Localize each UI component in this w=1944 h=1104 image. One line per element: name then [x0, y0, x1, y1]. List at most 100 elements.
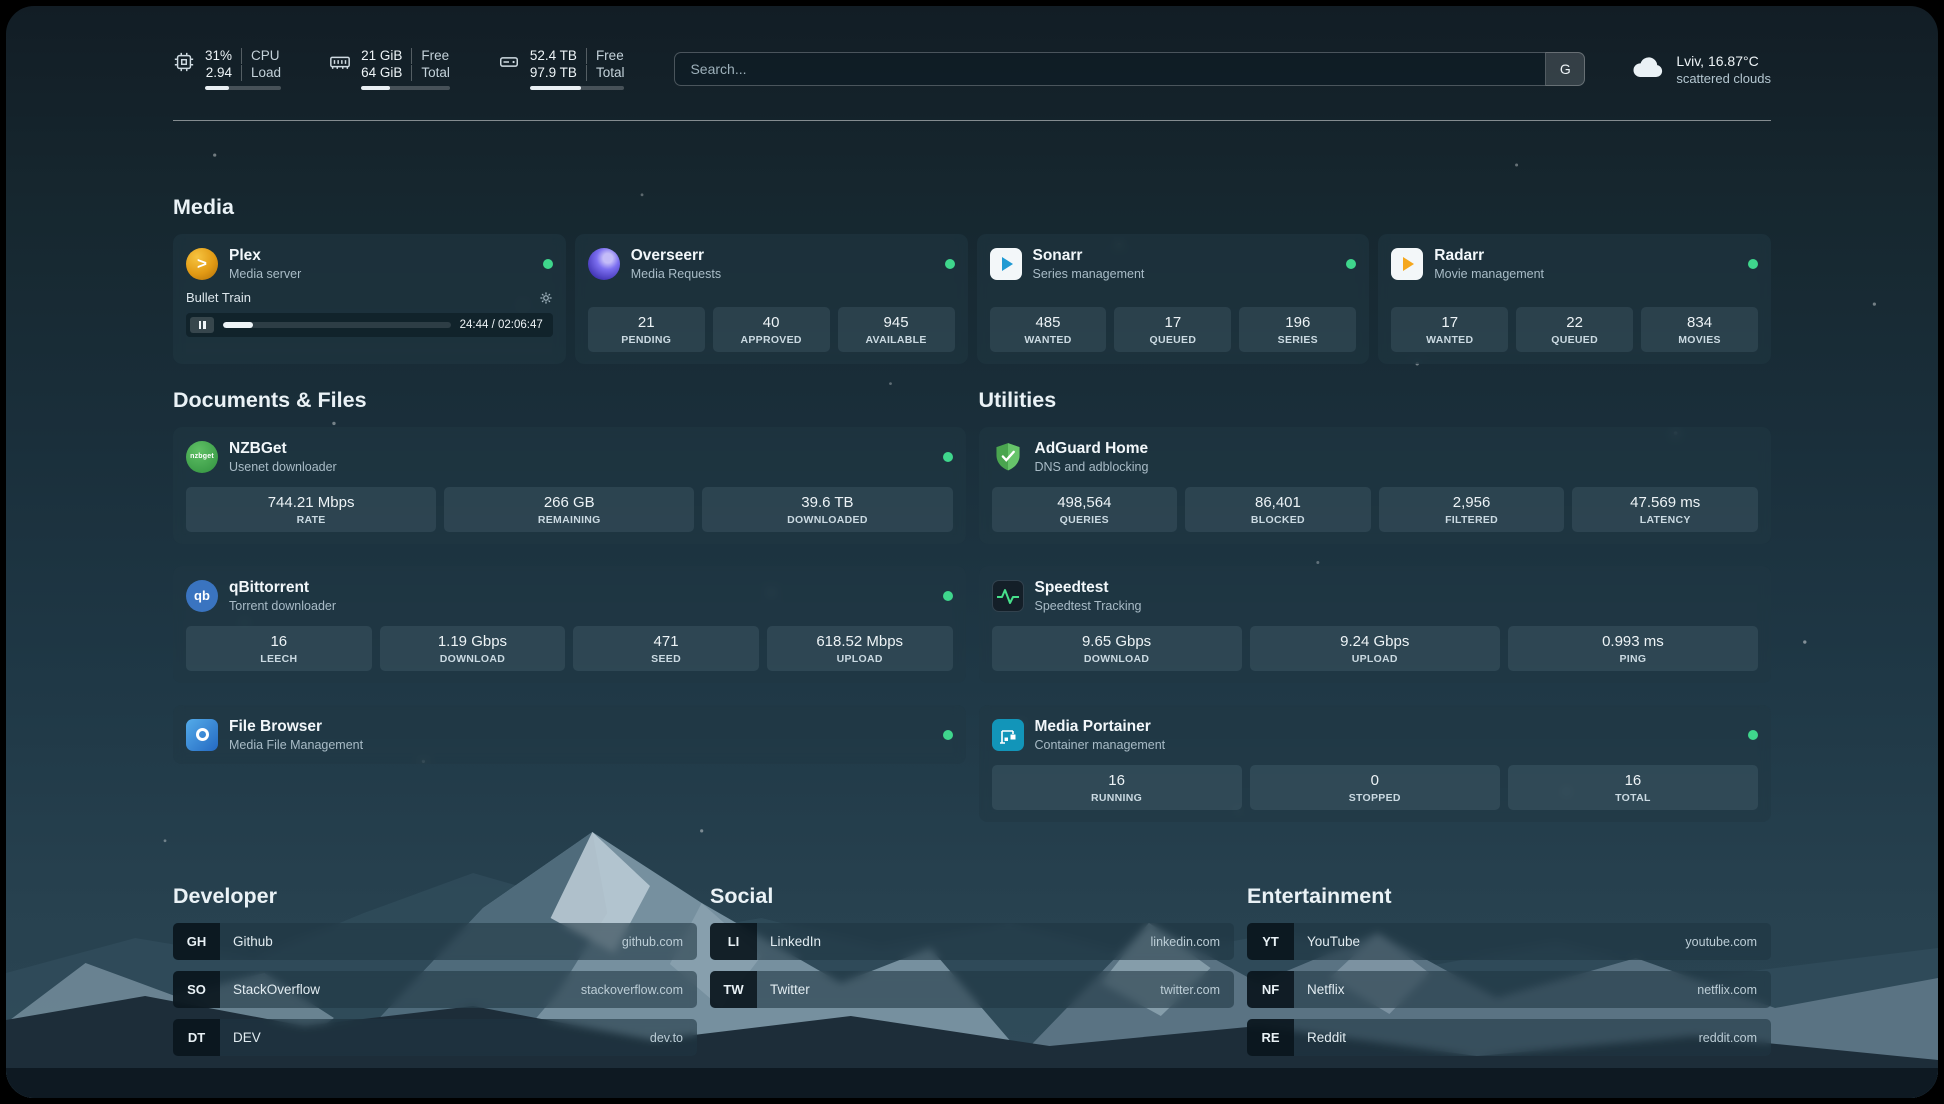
- memory-total-label: Total: [411, 65, 450, 81]
- radarr-icon: [1391, 247, 1424, 280]
- qbittorrent-icon: qb: [186, 579, 218, 612]
- dashboard-screen: 31% CPU 2.94 Load: [6, 6, 1938, 1098]
- overseerr-icon: [587, 247, 620, 280]
- service-name: qBittorrent: [229, 579, 310, 596]
- netflix-icon: NF: [1247, 971, 1294, 1008]
- card-overseerr[interactable]: Overseerr Media Requests 21 PENDING 40 APP…: [574, 234, 968, 364]
- plex-progress-bar[interactable]: [223, 322, 451, 328]
- card-nzbget[interactable]: nzbget NZBGet Usenet downloader 744.21 M…: [173, 427, 966, 544]
- service-name: File Browser: [229, 718, 323, 735]
- stat-movies: 834 MOVIES: [1641, 307, 1759, 352]
- card-portainer[interactable]: Media Portainer Container management 16 R…: [978, 705, 1771, 822]
- card-sonarr[interactable]: Sonarr Series management 485 WANTED 17 QUE…: [976, 234, 1370, 364]
- status-dot: [944, 258, 955, 269]
- service-subtitle: Movie management: [1434, 267, 1545, 281]
- bookmark-stackoverflow[interactable]: SO StackOverflow stackoverflow.com: [173, 971, 697, 1008]
- bookmark-twitter[interactable]: TW Twitter twitter.com: [710, 971, 1234, 1008]
- column-documents: Documents & Files nzbget NZBGet Usenet d…: [173, 388, 966, 822]
- stat-latency: 47.569 ms LATENCY: [1572, 487, 1758, 532]
- bookmark-title-entertainment: Entertainment: [1247, 884, 1392, 908]
- search-engine-button[interactable]: G: [1545, 52, 1586, 86]
- card-qbittorrent[interactable]: qb qBittorrent Torrent downloader 16 LEEC…: [173, 566, 966, 683]
- stat-filtered: 2,956 FILTERED: [1378, 487, 1565, 532]
- cpu-load: 2.94: [205, 65, 233, 80]
- service-subtitle: Torrent downloader: [229, 599, 337, 613]
- memory-total: 64 GiB: [361, 65, 403, 80]
- card-radarr[interactable]: Radarr Movie management 17 WANTED 22 QUEUE…: [1378, 234, 1771, 364]
- bookmark-github[interactable]: GH Github github.com: [173, 923, 697, 960]
- pause-button[interactable]: [190, 317, 214, 333]
- bookmark-group-developer: Developer GH Github github.com SO StackO…: [173, 884, 697, 1056]
- service-subtitle: Media File Management: [229, 738, 364, 752]
- header-divider: [173, 120, 1771, 121]
- stat-blocked: 86,401 BLOCKED: [1185, 487, 1371, 532]
- stat-approved: 40 APPROVED: [712, 307, 830, 352]
- bookmark-title-social: Social: [710, 884, 774, 908]
- plex-playback-time: 24:44 / 02:06:47: [459, 319, 543, 331]
- status-dot: [942, 590, 953, 601]
- card-plex[interactable]: > Plex Media server Bullet Train: [173, 234, 566, 364]
- stat-ping: 0.993 ms PING: [1507, 626, 1759, 671]
- stat-queries: 498,564 QUERIES: [991, 487, 1178, 532]
- stat-remaining: 266 GB REMAINING: [444, 487, 695, 532]
- gear-icon[interactable]: [539, 291, 553, 305]
- disk-usage-bar: [529, 86, 625, 90]
- stat-download: 9.65 Gbps DOWNLOAD: [991, 626, 1242, 671]
- github-icon: GH: [173, 923, 220, 960]
- service-name: Overseerr: [630, 247, 705, 264]
- service-subtitle: DNS and adblocking: [1034, 460, 1149, 474]
- stat-upload: 618.52 Mbps UPLOAD: [766, 626, 953, 671]
- disk-widget: 52.4 TB Free 97.9 TB Total: [498, 48, 625, 90]
- card-filebrowser[interactable]: File Browser Media File Management: [173, 705, 966, 764]
- cpu-load-label: Load: [241, 65, 281, 81]
- stat-queued: 22 QUEUED: [1516, 307, 1634, 352]
- service-name: Media Portainer: [1034, 718, 1151, 735]
- bookmark-linkedin[interactable]: LI LinkedIn linkedin.com: [710, 923, 1234, 960]
- cpu-percent: 31%: [205, 48, 233, 63]
- service-name: Plex: [229, 247, 261, 264]
- status-dot: [1346, 258, 1357, 269]
- media-grid: > Plex Media server Bullet Train: [173, 234, 1771, 364]
- stat-leech: 16 LEECH: [186, 626, 372, 671]
- bookmark-dev[interactable]: DT DEV dev.to: [173, 1019, 697, 1056]
- bookmark-group-social: Social LI LinkedIn linkedin.com TW Twitt…: [710, 884, 1234, 1056]
- plex-player-strip: 24:44 / 02:06:47: [186, 313, 553, 337]
- memory-icon: [329, 51, 351, 78]
- bookmark-group-entertainment: Entertainment YT YouTube youtube.com NF …: [1247, 884, 1771, 1056]
- status-dot: [942, 729, 953, 740]
- service-name: AdGuard Home: [1034, 440, 1149, 457]
- filebrowser-icon: [186, 718, 218, 751]
- bookmark-reddit[interactable]: RE Reddit reddit.com: [1247, 1019, 1771, 1056]
- service-subtitle: Usenet downloader: [229, 460, 337, 474]
- service-name: Radarr: [1434, 247, 1485, 264]
- nzbget-icon: nzbget: [186, 440, 218, 473]
- disk-total: 97.9 TB: [529, 65, 577, 80]
- bookmark-youtube[interactable]: YT YouTube youtube.com: [1247, 923, 1771, 960]
- stat-rate: 744.21 Mbps RATE: [186, 487, 437, 532]
- adguard-shield-icon: [992, 441, 1024, 473]
- cpu-label: CPU: [241, 48, 281, 64]
- service-subtitle: Series management: [1032, 267, 1145, 281]
- stat-total: 16 TOTAL: [1507, 765, 1759, 810]
- card-speedtest[interactable]: Speedtest Speedtest Tracking 9.65 Gbps DO…: [978, 566, 1771, 683]
- stat-downloaded: 39.6 TB DOWNLOADED: [702, 487, 953, 532]
- system-stats: 31% CPU 2.94 Load: [173, 48, 625, 90]
- stat-queued: 17 QUEUED: [1114, 307, 1232, 352]
- portainer-icon: [991, 718, 1024, 751]
- service-name: NZBGet: [229, 440, 287, 457]
- search-bar: G: [674, 52, 1586, 86]
- bookmark-netflix[interactable]: NF Netflix netflix.com: [1247, 971, 1771, 1008]
- disk-total-label: Total: [585, 65, 624, 81]
- service-subtitle: Media server: [229, 267, 302, 281]
- search-input[interactable]: [674, 52, 1546, 86]
- bookmark-title-developer: Developer: [173, 884, 277, 908]
- section-title-documents: Documents & Files: [173, 388, 367, 412]
- cpu-usage-bar: [205, 86, 282, 90]
- service-name: Sonarr: [1032, 247, 1083, 264]
- card-adguard[interactable]: AdGuard Home DNS and adblocking 498,564 Q…: [978, 427, 1771, 544]
- sonarr-icon: [989, 247, 1022, 280]
- youtube-icon: YT: [1247, 923, 1294, 960]
- section-title-utilities: Utilities: [978, 388, 1057, 412]
- stackoverflow-icon: SO: [173, 971, 220, 1008]
- twitter-icon: TW: [710, 971, 757, 1008]
